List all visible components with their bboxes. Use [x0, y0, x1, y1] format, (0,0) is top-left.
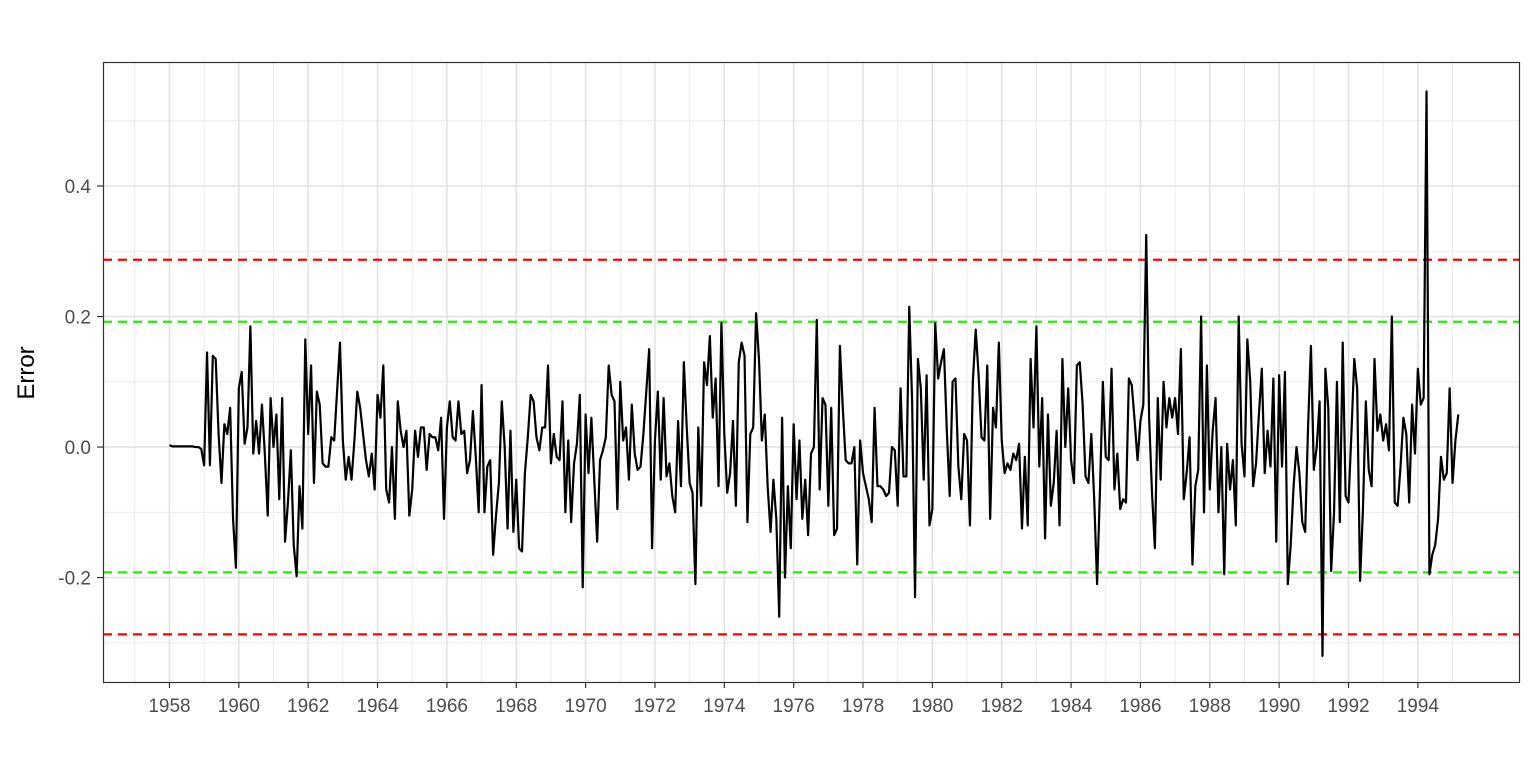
- x-tick-label: 1970: [564, 696, 606, 717]
- y-axis: -0.2 0.0 0.2 0.4: [58, 177, 103, 590]
- x-tick-label: 1978: [842, 696, 884, 717]
- x-tick-label: 1984: [1050, 696, 1093, 717]
- x-tick-label: 1982: [981, 696, 1023, 717]
- x-tick-label: 1972: [634, 696, 676, 717]
- x-tick-label: 1986: [1119, 696, 1161, 717]
- x-axis: 1958 1960 1962 1964 1966 1968 1970 1972 1974 1976…: [148, 682, 1439, 717]
- y-axis-title: Error: [13, 346, 40, 399]
- x-tick-label: 1968: [495, 696, 537, 717]
- x-tick-label: 1976: [773, 696, 815, 717]
- y-tick-label: 0.0: [65, 438, 91, 459]
- y-tick-label: 0.4: [65, 177, 92, 198]
- x-tick-label: 1990: [1258, 696, 1300, 717]
- y-tick-label: -0.2: [58, 569, 91, 590]
- x-tick-label: 1980: [911, 696, 953, 717]
- error-series-line: [169, 90, 1460, 657]
- plot-panel-border: [102, 61, 1521, 684]
- x-tick-label: 1974: [703, 696, 746, 717]
- x-tick-label: 1988: [1189, 696, 1231, 717]
- x-tick-label: 1992: [1327, 696, 1369, 717]
- y-tick-label: 0.2: [65, 308, 91, 329]
- x-tick-label: 1994: [1397, 696, 1440, 717]
- reference-lines: [103, 258, 1519, 636]
- x-tick-label: 1964: [356, 696, 399, 717]
- series-layer: [169, 90, 1460, 657]
- x-tick-label: 1962: [287, 696, 329, 717]
- x-tick-label: 1966: [426, 696, 468, 717]
- x-tick-label: 1960: [218, 696, 260, 717]
- x-tick-label: 1958: [148, 696, 190, 717]
